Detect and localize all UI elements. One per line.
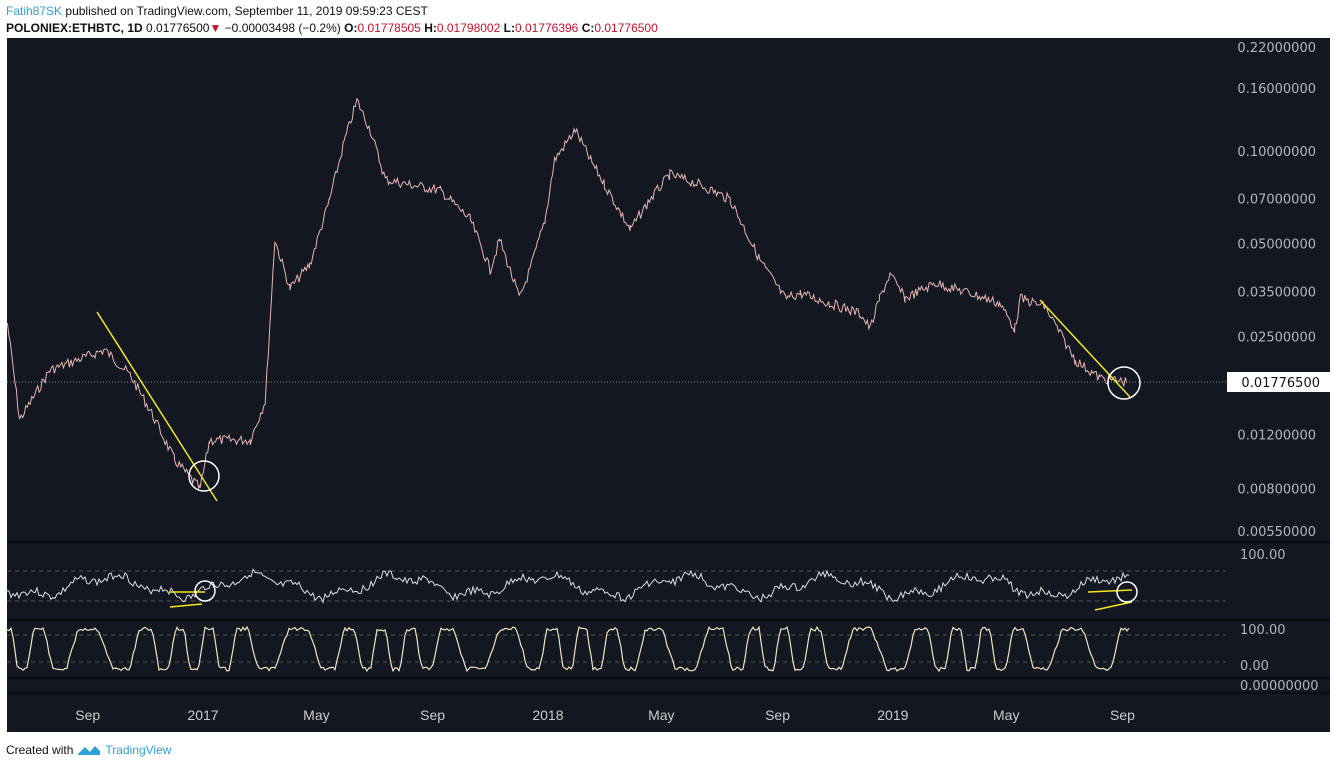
close-value: 0.01776500 <box>594 21 658 35</box>
x-tick-label: 2017 <box>187 707 218 723</box>
y-tick-label: 0.02500000 <box>1237 330 1316 345</box>
stoch-line <box>6 625 1130 673</box>
x-tick-label: May <box>648 707 674 723</box>
y-tick-label: 0.16000000 <box>1237 82 1316 97</box>
author-link[interactable]: Fatih87SK <box>6 4 63 18</box>
x-tick-label: Sep <box>75 707 100 723</box>
x-tick-label: Sep <box>765 707 790 723</box>
time-axis[interactable]: Sep 2017 May Sep 2018 May Sep 2019 May Sep <box>75 707 1135 723</box>
stoch-tick-label: 0.00 <box>1240 659 1269 674</box>
highlight-circle[interactable] <box>194 580 216 602</box>
price-axis[interactable]: 0.22000000 0.16000000 0.10000000 0.07000000… <box>7 41 1330 540</box>
y-tick-label: 0.01200000 <box>1237 428 1316 443</box>
x-tick-label: 2018 <box>532 707 563 723</box>
low-label: L: <box>503 21 515 35</box>
price-chart[interactable]: 0.22000000 0.16000000 0.10000000 0.07000000… <box>0 38 1337 734</box>
highlight-circle[interactable] <box>1116 581 1138 603</box>
x-tick-label: 2019 <box>877 707 908 723</box>
x-tick-label: May <box>993 707 1019 723</box>
x-tick-label: Sep <box>1110 707 1135 723</box>
last-price-label: 0.01776500 <box>1241 376 1320 391</box>
created-with-text: Created with <box>6 743 74 757</box>
y-tick-label: 0.10000000 <box>1237 145 1316 160</box>
close-label: C: <box>581 21 595 35</box>
rsi-tick-label: 100.00 <box>1240 548 1286 563</box>
rsi-line <box>6 568 1130 604</box>
rsi-trendline[interactable] <box>1094 601 1133 611</box>
symbol-name: POLONIEX:ETHBTC, 1D <box>6 21 143 35</box>
last-price-badge <box>1227 372 1330 392</box>
highlight-circle[interactable] <box>1107 366 1141 400</box>
stoch-tick-label: 100.00 <box>1240 623 1286 638</box>
footer: Created with TradingView <box>6 743 171 757</box>
price-pane <box>6 97 1128 490</box>
open-value: 0.01778505 <box>357 21 421 35</box>
y-tick-label: 0.22000000 <box>1237 41 1316 56</box>
publish-info: Fatih87SK published on TradingView.com, … <box>6 4 428 18</box>
high-value: 0.01798002 <box>436 21 501 35</box>
trendline[interactable] <box>1039 299 1131 398</box>
y-tick-label: 0.05000000 <box>1237 238 1316 253</box>
price-series <box>6 97 1128 490</box>
y-tick-label: 0.03500000 <box>1237 285 1316 300</box>
open-label: O: <box>344 21 358 35</box>
last-price: 0.01776500 <box>146 21 210 35</box>
trendline[interactable] <box>96 311 218 502</box>
drawings <box>96 299 1141 611</box>
rsi-trendline[interactable] <box>169 603 203 608</box>
chart-background <box>7 38 1330 732</box>
x-tick-label: Sep <box>420 707 445 723</box>
y-tick-label: 0.00550000 <box>1237 525 1316 540</box>
stoch-rsi-pane: 100.00 0.00 0.00000000 <box>6 623 1319 694</box>
published-text: published on TradingView.com, September … <box>65 4 428 18</box>
y-tick-label: 0.00800000 <box>1237 483 1316 498</box>
tradingview-logo-icon <box>78 746 101 755</box>
x-tick-label: May <box>303 707 329 723</box>
high-label: H: <box>424 21 437 35</box>
symbol-legend: POLONIEX:ETHBTC, 1D 0.01776500▼ −0.00003… <box>6 21 658 35</box>
down-arrow-icon: ▼ <box>209 21 222 35</box>
rsi-pane: 100.00 <box>6 548 1286 604</box>
rsi-trendline[interactable] <box>1087 589 1133 593</box>
tradingview-link[interactable]: TradingView <box>105 743 172 757</box>
y-tick-label: 0.07000000 <box>1237 193 1316 208</box>
highlight-circle[interactable] <box>188 460 220 492</box>
price-change: −0.00003498 (−0.2%) <box>224 21 341 35</box>
low-value: 0.01776396 <box>514 21 579 35</box>
stoch-tick-label: 0.00000000 <box>1240 679 1319 694</box>
